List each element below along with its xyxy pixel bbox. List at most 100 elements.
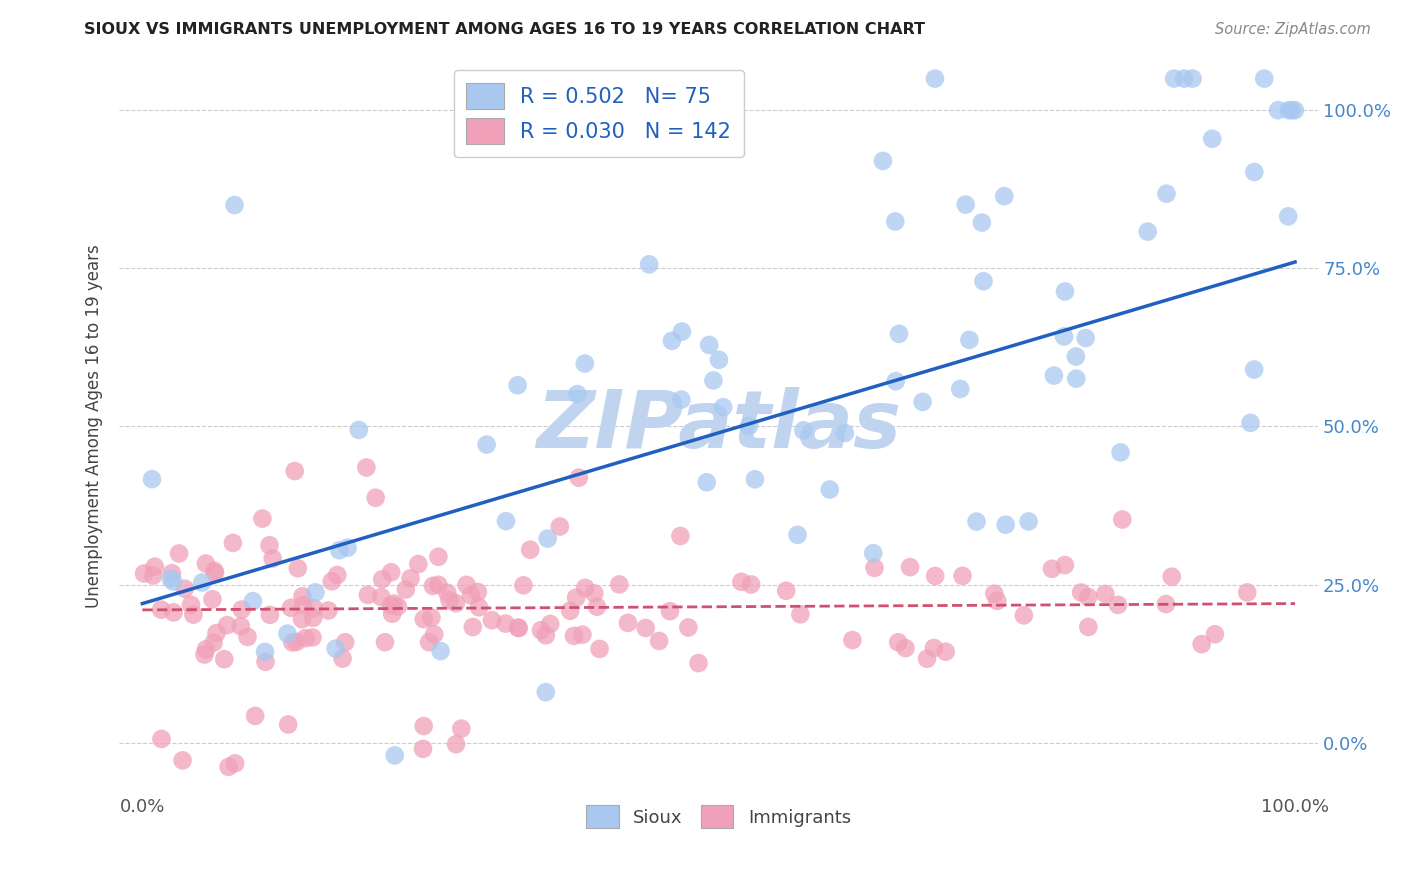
Text: SIOUX VS IMMIGRANTS UNEMPLOYMENT AMONG AGES 16 TO 19 YEARS CORRELATION CHART: SIOUX VS IMMIGRANTS UNEMPLOYMENT AMONG A… (84, 22, 925, 37)
Point (229, 619, 252, 633)
Point (382, 597, 405, 611)
Point (1053, 329, 1076, 343)
Point (302, 611, 325, 625)
Point (983, 587, 1005, 601)
Point (420, 610, 443, 624)
Point (284, 464, 307, 478)
Point (818, 483, 841, 497)
Text: Source: ZipAtlas.com: Source: ZipAtlas.com (1215, 22, 1371, 37)
Point (467, 585, 489, 599)
Point (1154, 597, 1177, 611)
Point (671, 392, 693, 407)
Point (384, 748, 406, 763)
Point (789, 607, 811, 622)
Point (565, 591, 588, 605)
Point (357, 588, 380, 602)
Point (142, 568, 165, 582)
Point (422, 579, 444, 593)
Point (218, 760, 240, 774)
Point (1278, 103, 1301, 118)
Point (678, 620, 700, 634)
Point (381, 607, 404, 621)
Point (568, 471, 591, 485)
Point (318, 603, 340, 617)
Point (291, 612, 314, 626)
Point (304, 585, 326, 599)
Point (194, 557, 217, 571)
Point (1236, 585, 1258, 599)
Point (571, 627, 593, 641)
Text: ZIPatlas: ZIPatlas (536, 387, 901, 466)
Point (412, 719, 434, 733)
Point (534, 628, 557, 642)
Point (1181, 71, 1204, 86)
Point (648, 634, 671, 648)
Point (294, 631, 316, 645)
Point (335, 635, 357, 649)
Point (562, 629, 585, 643)
Point (711, 400, 734, 414)
Point (1018, 515, 1040, 529)
Point (567, 387, 589, 401)
Point (460, 588, 482, 602)
Point (280, 600, 302, 615)
Point (301, 631, 323, 645)
Point (423, 627, 446, 641)
Point (183, 607, 205, 622)
Point (671, 325, 693, 339)
Point (638, 257, 661, 271)
Point (955, 197, 977, 211)
Point (519, 542, 541, 557)
Point (160, 566, 183, 581)
Point (222, 536, 245, 550)
Point (1267, 103, 1289, 118)
Point (1040, 562, 1063, 576)
Point (387, 599, 409, 614)
Point (894, 641, 917, 656)
Point (429, 644, 451, 658)
Point (254, 655, 277, 669)
Point (1277, 210, 1299, 224)
Point (957, 333, 980, 347)
Point (658, 604, 681, 618)
Point (461, 620, 484, 634)
Point (775, 583, 797, 598)
Point (412, 612, 434, 626)
Point (326, 568, 349, 582)
Point (456, 578, 478, 592)
Point (254, 645, 277, 659)
Point (224, 756, 246, 771)
Point (1204, 627, 1226, 641)
Point (537, 532, 560, 546)
Point (217, 618, 239, 632)
Point (132, 566, 155, 581)
Point (707, 352, 730, 367)
Point (277, 717, 299, 731)
Point (436, 586, 458, 600)
Point (744, 472, 766, 486)
Point (202, 564, 225, 578)
Point (1163, 71, 1185, 86)
Point (439, 593, 461, 607)
Point (1053, 558, 1076, 572)
Point (380, 599, 402, 613)
Point (231, 602, 253, 616)
Point (634, 621, 657, 635)
Point (281, 635, 304, 649)
Point (506, 378, 529, 392)
Point (994, 517, 1017, 532)
Point (702, 373, 724, 387)
Point (534, 685, 557, 699)
Point (588, 641, 610, 656)
Point (1109, 445, 1132, 459)
Point (287, 561, 309, 575)
Point (259, 607, 281, 622)
Point (911, 395, 934, 409)
Point (1053, 285, 1076, 299)
Point (141, 472, 163, 486)
Point (887, 635, 910, 649)
Point (924, 569, 946, 583)
Point (740, 577, 762, 591)
Legend: Sioux, Immigrants: Sioux, Immigrants (579, 798, 858, 836)
Point (1201, 132, 1223, 146)
